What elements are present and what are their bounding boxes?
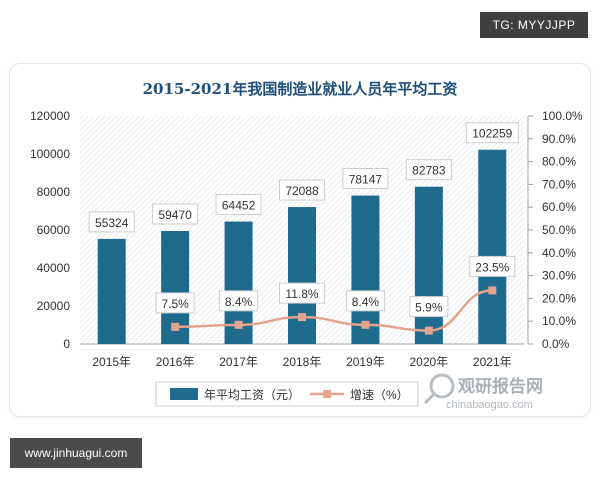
growth-marker xyxy=(424,326,433,335)
legend-bar-label: 年平均工资（元） xyxy=(204,388,300,402)
left-tick-label: 120000 xyxy=(30,109,70,123)
x-tick-label: 2020年 xyxy=(410,355,449,369)
x-tick-label: 2015年 xyxy=(92,355,131,369)
bar-data-label: 78147 xyxy=(349,173,383,187)
x-axis: 2015年 2016年 2017年 2018年 2019年 2020年 2021年 xyxy=(80,343,524,369)
bar-label-box xyxy=(215,194,262,216)
legend-box xyxy=(155,381,419,407)
right-tick-label: 70.0% xyxy=(542,177,576,191)
bar-label-box xyxy=(342,168,389,190)
bar xyxy=(288,207,316,344)
magnifier-handle xyxy=(424,392,436,404)
growth-data-label: 23.5% xyxy=(475,260,509,274)
left-tick-label: 0 xyxy=(63,337,70,351)
bar xyxy=(351,195,380,344)
left-tick-label: 100000 xyxy=(30,147,70,161)
chart-title: 2015-2021年我国制造业就业人员年平均工资 xyxy=(143,80,458,98)
growth-label-box xyxy=(219,290,259,312)
magnifier-icon xyxy=(429,373,455,399)
growth-label-box xyxy=(409,296,449,318)
growth-marker xyxy=(488,286,497,295)
bar-data-label: 102259 xyxy=(472,127,512,141)
right-tick-label: 90.0% xyxy=(542,132,576,146)
logo-cn-text: 观研报告网 xyxy=(457,376,543,397)
bar-data-label: 64452 xyxy=(222,199,256,213)
growth-marker xyxy=(298,313,306,322)
right-tick-label: 0.0% xyxy=(542,337,570,351)
x-tick-label: 2019年 xyxy=(346,355,385,369)
growth-marker xyxy=(171,322,180,331)
chinabaogao-logo: 观研报告网 chinabaogao.com xyxy=(424,373,543,411)
right-axis: 0.0% 10.0% 20.0% 30.0% 40.0% 50.0% 60.0% 70.0% 8… xyxy=(527,109,583,351)
growth-series: 7.5% 8.4% 11.8% 8.4% 5.9% 23.5% xyxy=(155,255,516,335)
watermark-badge: TG: MYYJJPP xyxy=(480,12,588,38)
legend-line-label: 增速（%） xyxy=(350,388,409,402)
growth-line xyxy=(175,289,493,332)
logo-en-text: chinabaogao.com xyxy=(446,399,533,411)
site-watermark: www.jinhuagui.com xyxy=(10,438,142,468)
x-tick-label: 2016年 xyxy=(156,355,195,369)
bar-data-label: 72088 xyxy=(285,184,319,198)
bar-series: 55324 59470 64452 72088 78147 82783 102259 xyxy=(88,122,519,344)
left-tick-label: 80000 xyxy=(37,185,71,199)
bar-data-label: 59470 xyxy=(158,208,192,222)
growth-label-box xyxy=(469,255,516,277)
bar xyxy=(97,238,126,344)
chart: 2015-2021年我国制造业就业人员年平均工资 0 20000 40000 6000… xyxy=(30,80,583,411)
legend-marker-swatch xyxy=(323,390,331,398)
x-tick-label: 2018年 xyxy=(283,355,322,369)
left-tick-label: 60000 xyxy=(37,223,71,237)
bar-data-label: 82783 xyxy=(412,164,446,178)
growth-label-box xyxy=(155,292,195,314)
growth-data-label: 11.8% xyxy=(285,287,318,301)
growth-marker xyxy=(361,320,370,329)
right-tick-label: 30.0% xyxy=(542,269,576,283)
x-tick-label: 2017年 xyxy=(219,355,258,369)
right-tick-label: 10.0% xyxy=(542,314,576,328)
right-tick-label: 20.0% xyxy=(542,291,576,305)
bar xyxy=(478,149,507,344)
left-axis: 0 20000 40000 60000 80000 100000 120000 xyxy=(30,109,70,351)
growth-data-label: 8.4% xyxy=(352,295,380,309)
growth-label-box xyxy=(345,290,385,312)
bar-data-label: 55324 xyxy=(95,216,129,230)
growth-data-label: 7.5% xyxy=(161,297,189,311)
bar-label-box xyxy=(88,211,135,233)
growth-data-label: 8.4% xyxy=(225,295,253,309)
bar-label-box xyxy=(405,159,452,181)
bar-label-box xyxy=(465,122,519,144)
legend: 年平均工资（元） 增速（%） xyxy=(155,381,419,407)
legend-bar-swatch xyxy=(170,388,198,400)
growth-marker xyxy=(234,320,243,329)
right-tick-label: 60.0% xyxy=(542,200,576,214)
left-tick-label: 20000 xyxy=(37,299,71,313)
bar-label-box xyxy=(152,203,199,225)
right-tick-label: 100.0% xyxy=(542,109,583,123)
right-tick-label: 50.0% xyxy=(542,223,576,237)
right-tick-label: 80.0% xyxy=(542,155,576,169)
right-tick-label: 40.0% xyxy=(542,246,576,260)
growth-label-box xyxy=(279,282,325,304)
chart-panel: 2015-2021年我国制造业就业人员年平均工资 0 20000 40000 6000… xyxy=(10,64,590,416)
bar-label-box xyxy=(279,179,325,201)
left-tick-label: 40000 xyxy=(37,261,71,275)
growth-data-label: 5.9% xyxy=(415,301,443,315)
bar xyxy=(414,186,443,344)
x-tick-label: 2021年 xyxy=(473,355,512,369)
